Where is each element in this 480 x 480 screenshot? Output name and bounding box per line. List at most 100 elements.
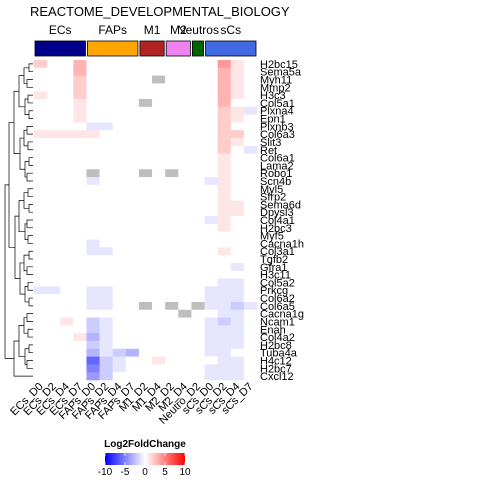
- heatmap-cell: [34, 184, 48, 193]
- heatmap-cell: [191, 200, 205, 209]
- heatmap-cell: [230, 247, 245, 256]
- heatmap-cell: [165, 348, 179, 357]
- heatmap-cell: [152, 325, 166, 334]
- row-label: Col6a1: [260, 153, 295, 165]
- heatmap-cell: [230, 239, 245, 248]
- heatmap-cell: [243, 247, 258, 256]
- heatmap-cell: [230, 192, 245, 201]
- heatmap-cell: [73, 169, 87, 178]
- heatmap-cell: [165, 99, 179, 108]
- heatmap-cell: [73, 114, 87, 123]
- heatmap-cell: [47, 325, 61, 334]
- heatmap-cell: [138, 161, 153, 170]
- heatmap-cell: [152, 278, 166, 287]
- heatmap-cell: [60, 106, 74, 115]
- heatmap-cell: [34, 83, 48, 92]
- heatmap-cell: [60, 177, 74, 186]
- heatmap-cell: [178, 200, 192, 209]
- heatmap-cell: [191, 192, 205, 201]
- heatmap-cell: [99, 325, 114, 334]
- heatmap-cell: [112, 114, 127, 123]
- heatmap-cell: [217, 75, 232, 84]
- heatmap-cell: [138, 130, 153, 139]
- heatmap-cell: [34, 130, 48, 139]
- heatmap-cell: [152, 75, 166, 84]
- heatmap-cell: [34, 325, 48, 334]
- heatmap-cell: [125, 114, 140, 123]
- heatmap-cell: [165, 270, 179, 279]
- heatmap-cell: [99, 356, 114, 365]
- heatmap-cell: [34, 153, 48, 162]
- heatmap-cell: [230, 208, 245, 217]
- dendrogram-branch: [26, 266, 33, 275]
- heatmap-cell: [99, 239, 114, 248]
- heatmap-cell: [125, 216, 140, 225]
- heatmap-cell: [178, 325, 192, 334]
- heatmap-cell: [191, 60, 205, 69]
- row-label: Slit3: [260, 137, 281, 149]
- row-label: Mmp2: [260, 82, 291, 94]
- heatmap-cell: [112, 262, 127, 272]
- heatmap-cell: [47, 262, 61, 272]
- heatmap-cell: [191, 223, 205, 232]
- heatmap-cell: [165, 75, 179, 84]
- heatmap-cell: [47, 372, 61, 381]
- heatmap-cell: [125, 301, 140, 311]
- heatmap-cell: [47, 255, 61, 264]
- heatmap-cell: [178, 340, 192, 350]
- heatmap-cell: [34, 270, 48, 279]
- heatmap-cell: [73, 372, 87, 381]
- heatmap-cell: [138, 138, 153, 147]
- heatmap-cell: [86, 161, 100, 170]
- heatmap-cell: [191, 348, 205, 357]
- dendrogram-branch: [4, 184, 14, 359]
- heatmap-cell: [243, 231, 258, 240]
- legend-ticks: -10 -5 0 5 10: [98, 453, 191, 478]
- group-label: M1: [144, 23, 161, 37]
- legend-tick-label: 10: [179, 467, 191, 478]
- heatmap-cell: [86, 286, 100, 295]
- heatmap-cell: [230, 333, 245, 342]
- heatmap-cell: [60, 286, 74, 295]
- heatmap-cell: [165, 83, 179, 92]
- heatmap-cell: [73, 364, 87, 373]
- heatmap-cell: [112, 231, 127, 240]
- heatmap-cell: [165, 247, 179, 256]
- heatmap-cell: [204, 161, 218, 170]
- heatmap-cell: [125, 138, 140, 147]
- heatmap-cell: [112, 192, 127, 201]
- heatmap-cell: [230, 184, 245, 193]
- heatmap-cell: [191, 106, 205, 115]
- heatmap-cell: [243, 75, 258, 84]
- heatmap-cell: [204, 153, 218, 162]
- heatmap-cell: [217, 255, 232, 264]
- heatmap-cell: [230, 356, 245, 365]
- heatmap-cell: [230, 294, 245, 303]
- heatmap-cell: [60, 208, 74, 217]
- heatmap-cell: [60, 145, 74, 154]
- heatmap-cell: [99, 208, 114, 217]
- heatmap-cell: [125, 255, 140, 264]
- heatmap-cell: [86, 278, 100, 287]
- heatmap-cell: [125, 309, 140, 318]
- heatmap-cell: [138, 177, 153, 186]
- heatmap-cell: [178, 372, 192, 381]
- dendrogram-branch: [26, 125, 33, 135]
- heatmap-cell: [125, 161, 140, 170]
- heatmap-cell: [152, 333, 166, 342]
- row-label: H2bc15: [260, 59, 298, 71]
- row-label: H2bc7: [260, 363, 292, 375]
- heatmap-cell: [138, 333, 153, 342]
- heatmap-cell: [86, 356, 100, 365]
- heatmap-cell: [165, 262, 179, 272]
- heatmap-cell: [204, 169, 218, 178]
- heatmap-cell: [138, 60, 153, 69]
- heatmap-cell: [152, 372, 166, 381]
- heatmap-cell: [112, 317, 127, 326]
- heatmap-cell: [99, 177, 114, 186]
- heatmap-cell: [60, 223, 74, 232]
- heatmap-cell: [47, 309, 61, 318]
- heatmap-cell: [73, 325, 87, 334]
- dendrogram-branch: [23, 254, 29, 272]
